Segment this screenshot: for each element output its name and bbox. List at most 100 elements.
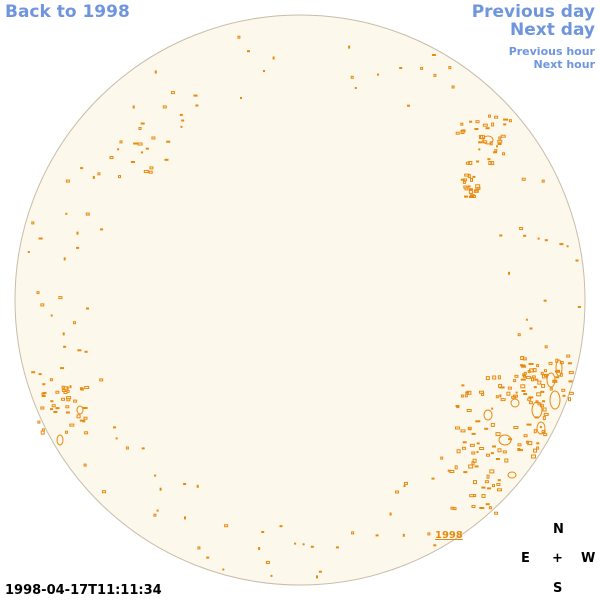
region-contour [464, 195, 468, 198]
compass-east: E [521, 551, 530, 566]
region-contour [119, 140, 123, 144]
region-contour [224, 524, 229, 528]
region-contour [467, 174, 471, 179]
region-contour [183, 483, 187, 485]
region-contour [279, 525, 283, 528]
region-contour [294, 542, 297, 545]
region-contour [542, 416, 546, 421]
region-contour [508, 119, 512, 123]
region-contour [166, 140, 171, 143]
region-contour [462, 441, 467, 444]
region-contour [448, 66, 452, 70]
region-contour [496, 145, 498, 148]
region-contour [490, 422, 495, 427]
region-contour [40, 406, 45, 410]
region-contour [471, 451, 476, 455]
region-contour [468, 188, 473, 191]
region-contour [63, 345, 67, 348]
region-contour [485, 127, 490, 130]
region-contour [466, 409, 472, 412]
region-contour [475, 420, 481, 423]
region-contour [118, 175, 121, 179]
region-contour [148, 170, 153, 174]
region-contour [318, 570, 322, 573]
region-contour [522, 357, 527, 361]
region-contour [65, 430, 68, 434]
region-contour [38, 237, 43, 240]
region-contour [335, 546, 339, 549]
region-contour [492, 375, 497, 380]
region-contour [99, 378, 104, 382]
region-contour [503, 123, 507, 126]
region-contour [456, 449, 461, 454]
region-contour [431, 477, 435, 480]
region-contour [399, 67, 403, 69]
region-contour [389, 512, 392, 516]
region-contour [79, 419, 85, 422]
region-contour [525, 375, 531, 379]
region-contour [40, 303, 45, 307]
region-contour [543, 433, 548, 437]
region-contour [240, 97, 242, 99]
region-contour [310, 545, 314, 548]
region-contour [489, 469, 495, 474]
region-contour [533, 448, 537, 453]
region-contour [55, 390, 60, 394]
region-contour [472, 458, 477, 463]
region-contour [475, 120, 480, 124]
region-contour [513, 426, 519, 429]
region-contour [258, 547, 261, 550]
region-contour [484, 427, 489, 430]
region-contour [348, 45, 351, 49]
region-contour [531, 375, 536, 379]
region-contour [38, 373, 42, 376]
region-contour [154, 70, 157, 74]
region-contour [527, 397, 532, 401]
region-contour [467, 185, 471, 188]
previous-hour-link[interactable]: Previous hour [508, 45, 595, 58]
region-contour [543, 369, 547, 373]
region-contour [478, 148, 481, 151]
region-contour [492, 445, 497, 448]
region-contour [151, 136, 156, 140]
region-contour [102, 490, 106, 494]
region-contour [488, 161, 492, 165]
region-contour [395, 490, 399, 494]
region-contour [350, 75, 354, 79]
region-contour [536, 446, 540, 450]
region-contour [537, 237, 540, 240]
region-contour [50, 408, 53, 411]
region-contour [454, 465, 458, 470]
region-contour [531, 401, 543, 419]
region-contour [449, 470, 455, 473]
region-contour [496, 483, 501, 486]
region-contour [568, 391, 574, 395]
region-contour [49, 378, 53, 382]
region-contour [141, 151, 143, 154]
region-contour [51, 404, 56, 408]
next-day-link[interactable]: Next day [510, 20, 595, 40]
region-contour [495, 432, 501, 437]
previous-day-link[interactable]: Previous day [471, 2, 595, 22]
region-contour [92, 175, 95, 179]
region-contour [523, 434, 528, 438]
region-contour [526, 423, 532, 426]
back-to-year-link[interactable]: Back to 1998 [5, 2, 130, 22]
region-contour [149, 166, 154, 170]
disk-year-label[interactable]: 1998 [435, 530, 463, 541]
region-contour [66, 389, 70, 393]
region-contour [500, 398, 506, 402]
region-contour [490, 452, 494, 455]
region-contour [469, 443, 475, 447]
region-contour [179, 113, 183, 116]
next-hour-link[interactable]: Next hour [533, 58, 596, 71]
region-contour [543, 299, 547, 302]
region-contour [237, 35, 241, 39]
region-contour [58, 296, 63, 300]
region-contour [65, 411, 70, 414]
region-contour [453, 507, 457, 511]
region-contour [76, 405, 84, 415]
region-contour [546, 372, 556, 388]
region-contour [40, 430, 45, 435]
region-contour [461, 384, 465, 387]
